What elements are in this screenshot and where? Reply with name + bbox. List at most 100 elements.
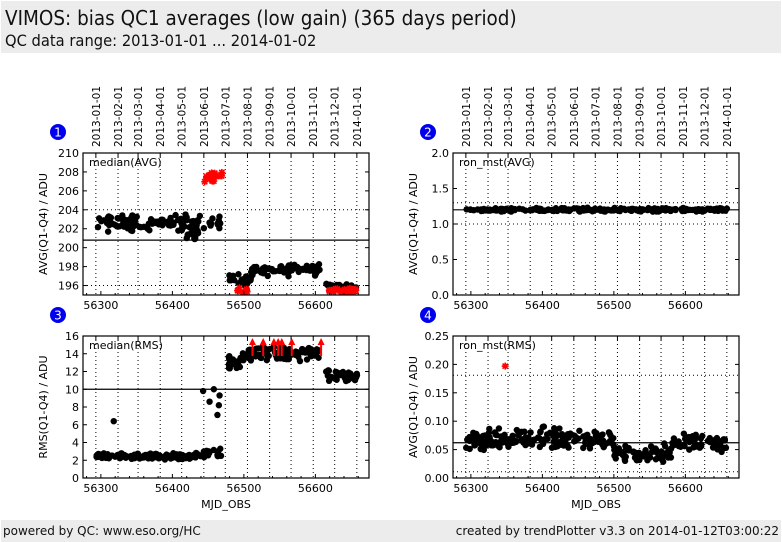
- data-point: [600, 443, 607, 451]
- data-point: [524, 440, 531, 447]
- out-of-range-arrow: [278, 338, 286, 356]
- report-footer: powered by QC: www.eso.org/HC created by…: [1, 520, 781, 542]
- data-point: [345, 369, 352, 376]
- x-tick-label: 56500: [596, 299, 631, 312]
- panel-number-text: 1: [54, 126, 62, 140]
- data-point: [489, 440, 496, 447]
- data-point: [105, 213, 112, 220]
- data-point: [95, 215, 103, 222]
- data-point: [325, 367, 333, 374]
- date-tick-label: 2013-06-01: [199, 86, 211, 147]
- powered-by-link[interactable]: powered by QC: www.eso.org/HC: [3, 524, 201, 538]
- date-tick-label: 2013-07-01: [590, 86, 602, 147]
- date-tick-label: 2013-01-01: [91, 86, 103, 147]
- outlier-point: [218, 172, 226, 180]
- data-point: [140, 223, 148, 231]
- data-points: [462, 362, 730, 465]
- data-point: [153, 451, 161, 458]
- data-point: [558, 431, 566, 438]
- outlier-point: [345, 287, 353, 295]
- x-tick-label: 56600: [298, 482, 333, 495]
- data-point: [100, 453, 107, 460]
- y-tick-label: 202: [58, 223, 79, 236]
- data-point: [296, 357, 304, 365]
- data-point: [228, 361, 235, 368]
- data-point: [196, 212, 204, 220]
- page-title: VIMOS: bias QC1 averages (low gain) (365…: [5, 6, 517, 30]
- data-point: [172, 211, 179, 219]
- y-tick-label: 12: [65, 366, 79, 379]
- data-point: [142, 453, 149, 461]
- y-tick-label: 196: [58, 280, 79, 293]
- data-point: [341, 374, 348, 382]
- data-point: [214, 411, 221, 419]
- data-point: [250, 263, 258, 271]
- data-point: [147, 453, 154, 460]
- data-point: [247, 277, 254, 284]
- date-tick-label: 2014-01-01: [352, 86, 364, 147]
- data-point: [265, 352, 272, 360]
- data-point: [94, 223, 102, 231]
- data-point: [200, 224, 208, 232]
- data-point: [597, 432, 604, 440]
- data-point: [470, 429, 477, 437]
- data-point: [713, 205, 721, 212]
- data-point: [636, 205, 644, 213]
- data-point: [167, 221, 174, 228]
- panel-number-text: 2: [424, 126, 432, 140]
- data-point: [505, 443, 512, 450]
- data-point: [104, 228, 112, 235]
- data-point: [233, 364, 240, 372]
- data-point: [696, 207, 703, 214]
- x-axis-label: MJD_OBS: [571, 498, 621, 511]
- report-header: VIMOS: bias QC1 averages (low gain) (365…: [1, 1, 781, 53]
- data-point: [551, 427, 559, 435]
- data-point: [106, 221, 113, 229]
- series-label: median(RMS): [89, 339, 163, 352]
- data-point: [110, 418, 117, 425]
- data-point: [303, 356, 311, 363]
- data-point: [135, 452, 142, 460]
- data-point: [699, 432, 706, 440]
- data-point: [536, 207, 543, 215]
- data-point: [117, 451, 124, 459]
- data-point: [235, 271, 242, 278]
- out-of-range-arrow: [317, 338, 325, 356]
- y-axis-label: AVG(Q1-Q4) / ADU: [407, 356, 420, 458]
- data-point: [667, 207, 674, 215]
- x-tick-label: 56600: [298, 299, 333, 312]
- data-point: [650, 447, 658, 454]
- y-tick-label: 204: [58, 204, 79, 217]
- x-tick-label: 56600: [668, 299, 703, 312]
- data-point: [93, 453, 100, 461]
- data-point: [229, 356, 237, 363]
- data-point: [261, 264, 268, 271]
- data-point: [215, 402, 223, 409]
- chart-panel-2: 2 2013-01-01 2013-02-01 2013-03-01 2013-04-0…: [407, 86, 740, 312]
- data-point: [652, 456, 660, 463]
- x-tick-label: 56400: [525, 299, 560, 312]
- data-point: [622, 442, 629, 450]
- data-point: [313, 267, 321, 274]
- data-point: [178, 227, 186, 234]
- date-tick-label: 2013-10-01: [656, 86, 668, 147]
- data-point: [658, 448, 665, 455]
- data-point: [249, 271, 256, 279]
- data-point: [146, 227, 153, 234]
- data-point: [186, 223, 193, 231]
- data-point: [282, 347, 289, 355]
- x-tick-label: 56400: [525, 482, 560, 495]
- data-point: [492, 205, 499, 212]
- data-point: [181, 215, 188, 223]
- data-point: [720, 436, 727, 443]
- date-tick-label: 2013-02-01: [483, 86, 495, 147]
- plot-frame: [82, 152, 370, 296]
- panel-number-badge: [420, 124, 436, 140]
- data-point: [513, 426, 521, 434]
- outlier-point: [501, 362, 509, 370]
- data-point: [584, 431, 591, 438]
- date-tick-label: 2013-09-01: [265, 86, 277, 147]
- x-tick-label: 56600: [668, 482, 703, 495]
- y-tick-label: 1.0: [432, 218, 450, 231]
- data-point: [352, 373, 360, 380]
